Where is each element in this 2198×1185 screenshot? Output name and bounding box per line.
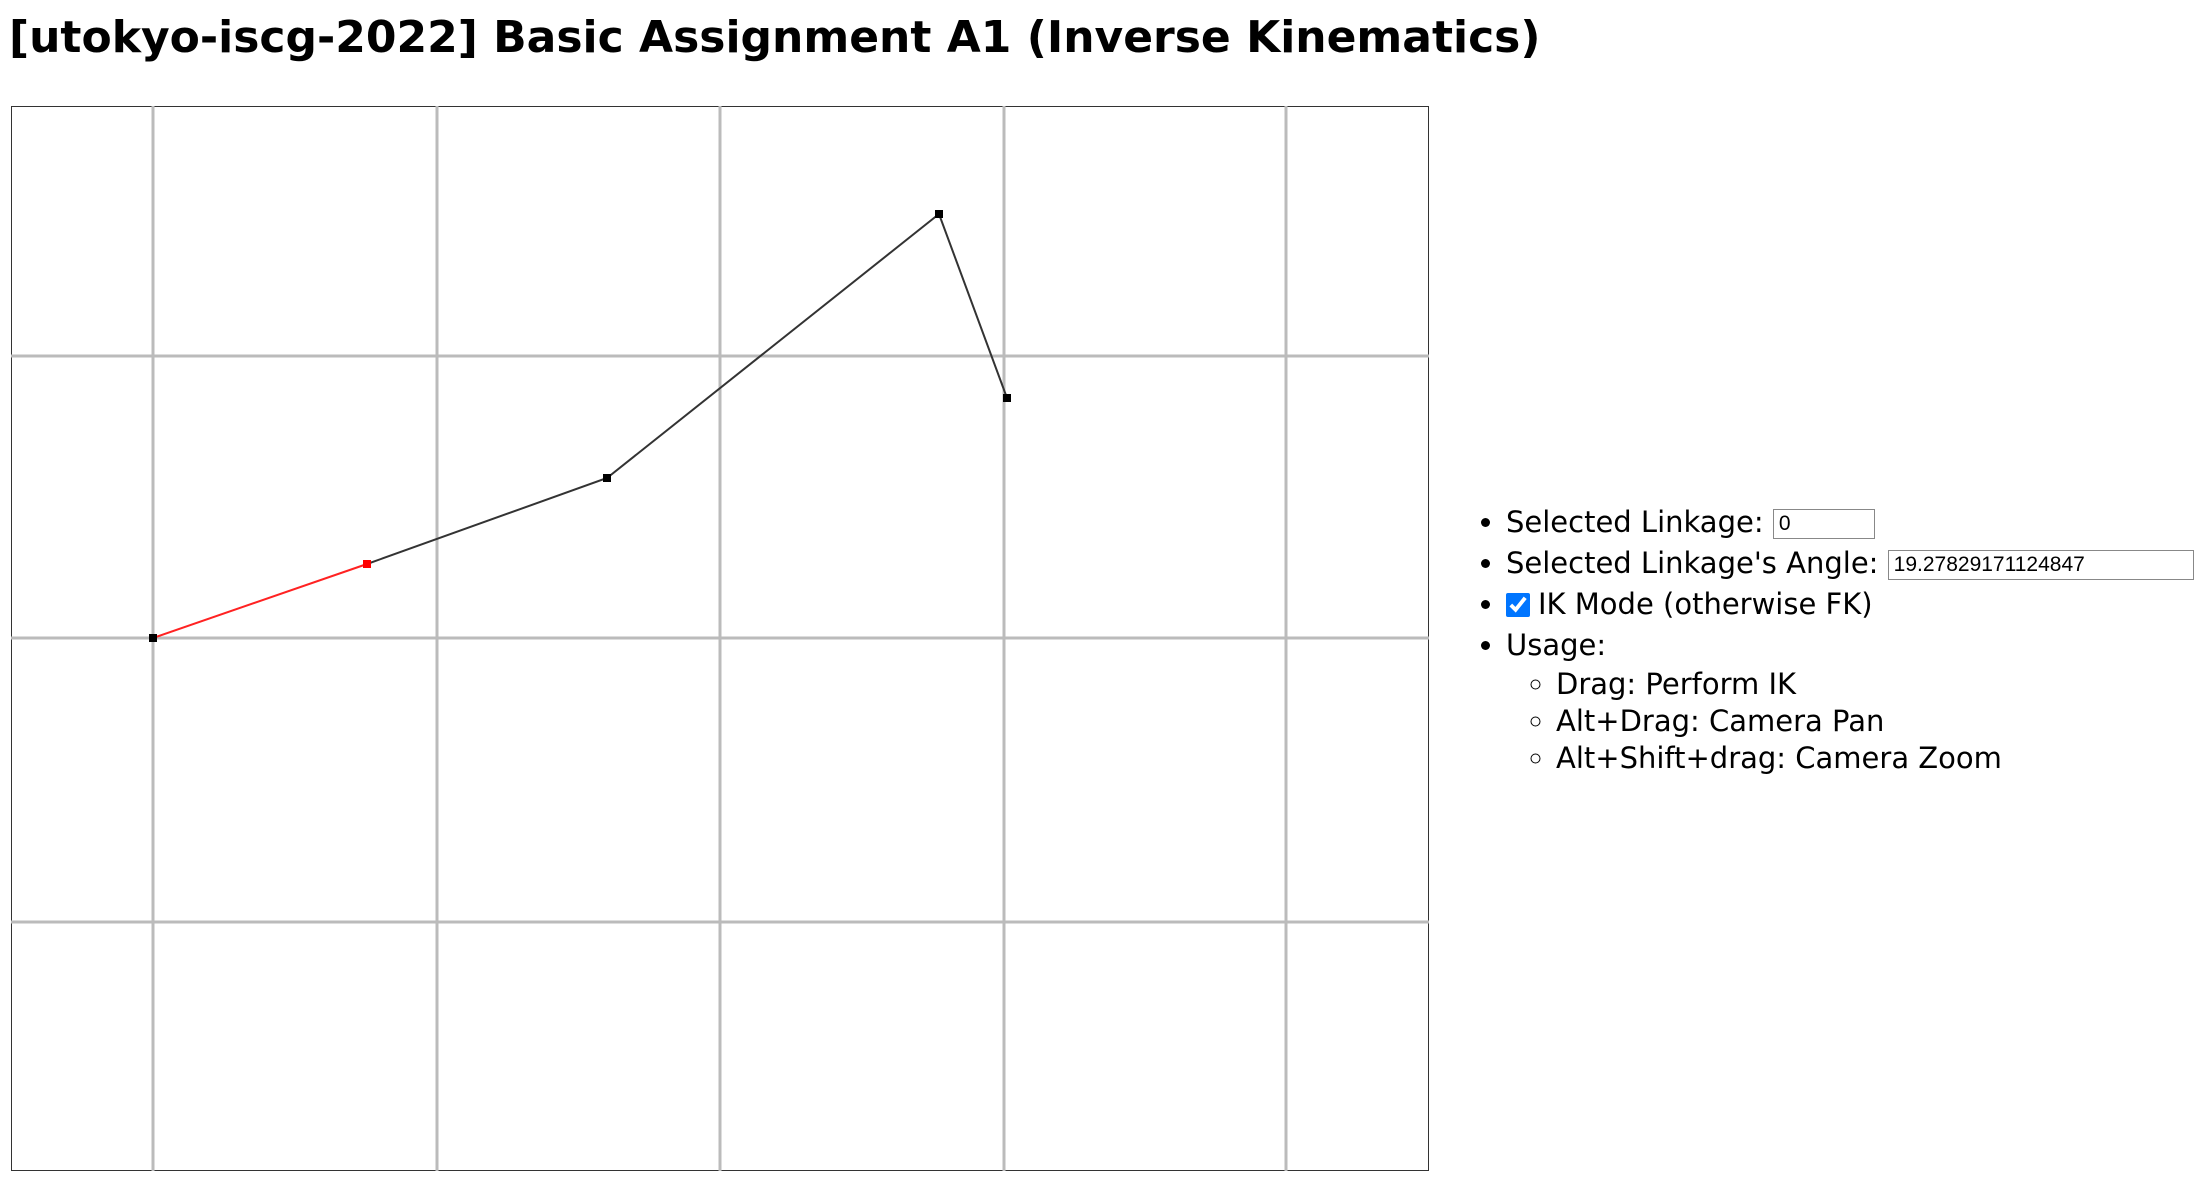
joint — [363, 560, 371, 568]
label: Selected Linkage: — [1506, 505, 1764, 539]
joint — [149, 634, 157, 642]
canvas[interactable] — [11, 106, 1429, 1171]
control-item: Selected Linkage: — [1506, 502, 2194, 543]
usage-list: Drag: Perform IKAlt+Drag: Camera PanAlt+… — [1506, 666, 2194, 777]
linkage-selected[interactable] — [152, 563, 368, 639]
control-item: Selected Linkage's Angle: — [1506, 543, 2194, 584]
page-title: [utokyo-iscg-2022] Basic Assignment A1 (… — [9, 12, 1541, 63]
label: IK Mode (otherwise FK) — [1538, 587, 1873, 621]
grid — [11, 106, 1429, 1171]
usage-item: Alt+Shift+drag: Camera Zoom — [1556, 740, 2194, 777]
angle-input[interactable] — [1887, 550, 2194, 580]
control-panel: Selected Linkage: Selected Linkage's Ang… — [1460, 502, 2194, 777]
linkage-chain[interactable] — [366, 212, 1008, 565]
joint — [935, 210, 943, 218]
usage-item: Drag: Perform IK — [1556, 666, 2194, 703]
usage-item: Alt+Drag: Camera Pan — [1556, 703, 2194, 740]
joint — [603, 474, 611, 482]
joint — [1003, 394, 1011, 402]
linkage-input[interactable] — [1772, 509, 1875, 539]
control-item: IK Mode (otherwise FK) — [1506, 584, 2194, 625]
control-item: Usage: Drag: Perform IKAlt+Drag: Camera … — [1506, 625, 2194, 777]
label: Selected Linkage's Angle: — [1506, 546, 1879, 580]
ik-checkbox[interactable] — [1506, 593, 1530, 617]
label: Usage: — [1506, 628, 1607, 662]
control-list: Selected Linkage: Selected Linkage's Ang… — [1460, 502, 2194, 777]
